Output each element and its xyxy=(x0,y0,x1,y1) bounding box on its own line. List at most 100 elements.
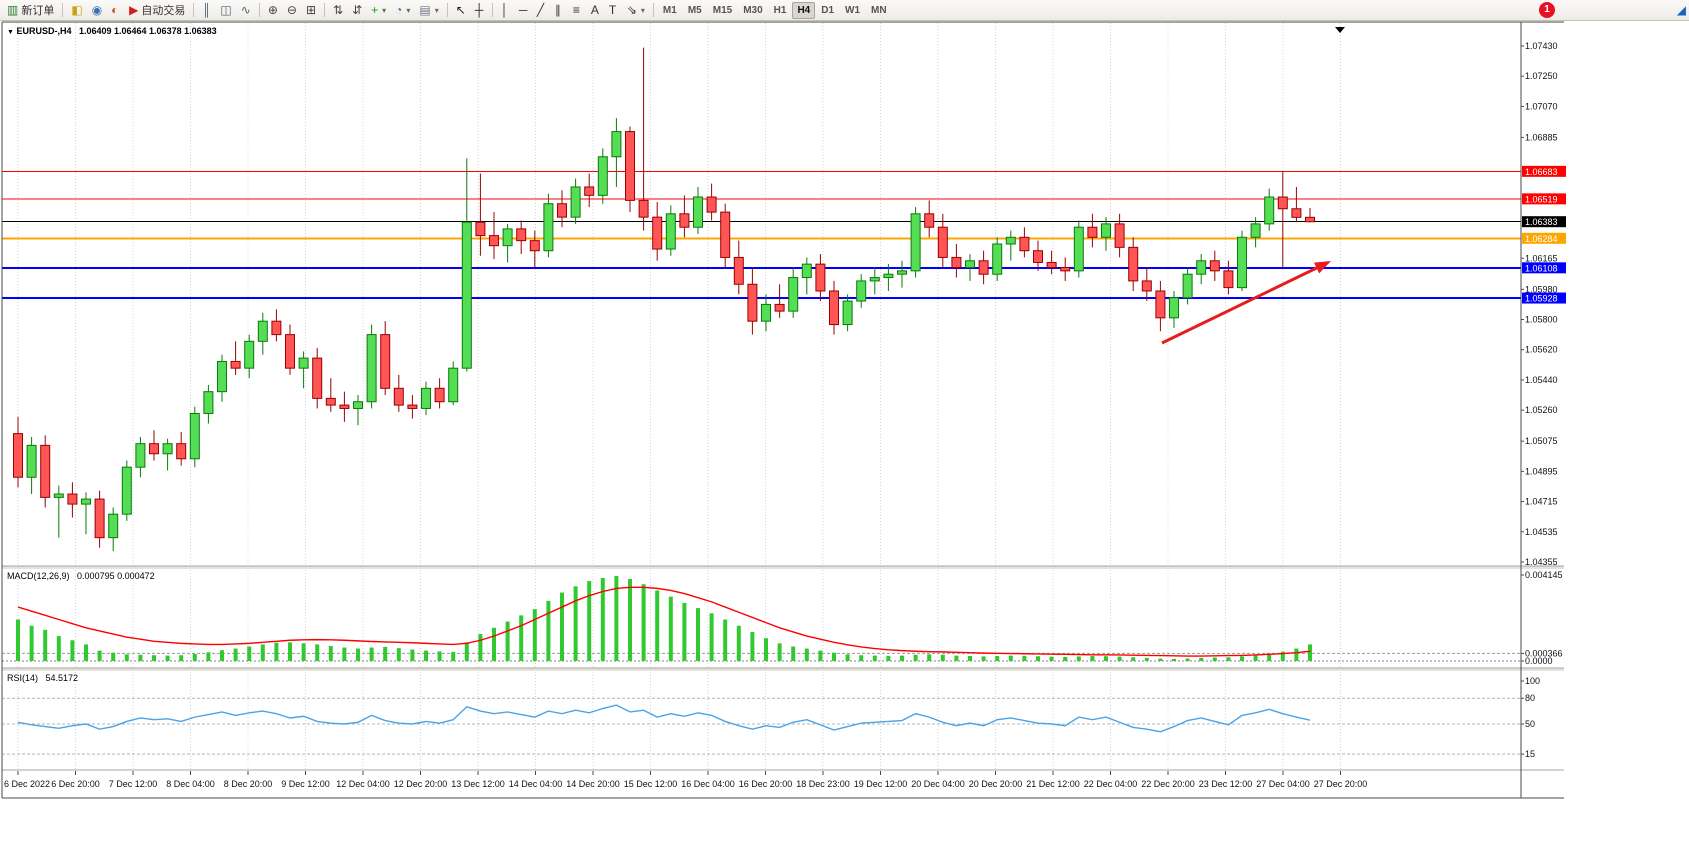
toolbar-separator-2 xyxy=(193,3,195,17)
timeframe-m1-button[interactable]: M1 xyxy=(662,4,677,16)
timeframe-mn-button[interactable]: MN xyxy=(871,4,887,16)
svg-text:1.06683: 1.06683 xyxy=(1525,167,1558,177)
text-label-button[interactable]: T xyxy=(605,2,622,19)
svg-text:20 Dec 04:00: 20 Dec 04:00 xyxy=(911,779,965,789)
svg-text:1.05075: 1.05075 xyxy=(1525,436,1558,446)
market-icon-icon: ◉ xyxy=(91,2,103,17)
rsi-name: RSI(14) xyxy=(7,673,39,683)
svg-text:15: 15 xyxy=(1525,749,1535,759)
zoom-in-button[interactable]: ⊕ xyxy=(264,2,282,19)
new-order-icon: ▥ xyxy=(7,2,19,17)
templates-button[interactable]: ▤ ▾ xyxy=(415,2,442,19)
price-axis[interactable]: 1.07430 1.07250 1.07070 1.06885 1.06165 1.059… xyxy=(1521,41,1558,567)
svg-text:27 Dec 20:00: 27 Dec 20:00 xyxy=(1314,779,1368,789)
indicators-wizard-icon-icon: ◧ xyxy=(71,2,83,17)
objects-list-button[interactable]: ⇵ xyxy=(348,2,366,19)
toolbar-separator-6 xyxy=(491,3,493,17)
notification-badge[interactable]: 1 xyxy=(1539,2,1555,18)
svg-text:14 Dec 20:00: 14 Dec 20:00 xyxy=(566,779,620,789)
trend-arrow[interactable] xyxy=(1161,261,1331,345)
rsi-axis[interactable]: 100 80 50 15 xyxy=(1521,676,1540,759)
timeframe-h1-button[interactable]: H1 xyxy=(773,4,787,16)
svg-text:8 Dec 04:00: 8 Dec 04:00 xyxy=(166,779,215,789)
timeframe-d1-button[interactable]: D1 xyxy=(821,4,835,16)
add-indicator-button-caret: ▾ xyxy=(382,5,387,15)
symbol-period-label: EURUSD-,H4 xyxy=(16,26,72,36)
panel-frame xyxy=(1,21,1564,799)
zoom-out-button[interactable]: ⊖ xyxy=(283,2,301,19)
channel-icon: ∥ xyxy=(554,2,561,17)
periods-icon: ◔ xyxy=(395,2,403,17)
svg-text:19 Dec 12:00: 19 Dec 12:00 xyxy=(854,779,908,789)
text-icon: A xyxy=(590,2,599,17)
autotrading-button[interactable]: ▶ 自动交易 xyxy=(125,2,189,19)
candlestick-chart-icon: ◫ xyxy=(220,2,232,17)
rsi-value: 54.5172 xyxy=(45,673,79,683)
candlestick-chart-button[interactable]: ◫ xyxy=(216,2,235,19)
objects-list-icon: ⇵ xyxy=(352,2,363,17)
symbol-marker-icon[interactable]: ▼ xyxy=(7,29,14,36)
trendline-icon: ╱ xyxy=(536,2,545,17)
toolbar: ▥ 新订单 ◧ ◉ ◐ ▶ 自动交易 ║ ◫ ∿ ⊕ ⊖ ⊞ ⇅ ⇵ + ▾ ◔ ▾ ▤ ▾ ↖ ┼ │ ─ ╱ ∥ ≡ A T ⇘ ▾ M1 M… xyxy=(0,0,1689,21)
tile-windows-button[interactable]: ⊞ xyxy=(302,2,320,19)
text-button[interactable]: A xyxy=(587,2,604,19)
new-order-button[interactable]: ▥ 新订单 xyxy=(3,2,58,19)
cursor-button[interactable]: ↖ xyxy=(452,2,470,19)
trendline-button[interactable]: ╱ xyxy=(533,2,550,19)
macd-name: MACD(12,26,9) xyxy=(7,571,70,581)
toolbar-separator-5 xyxy=(446,3,448,17)
svg-text:1.05800: 1.05800 xyxy=(1525,315,1558,325)
svg-text:7 Dec 12:00: 7 Dec 12:00 xyxy=(109,779,158,789)
svg-text:9 Dec 12:00: 9 Dec 12:00 xyxy=(281,779,330,789)
vertical-line-button[interactable]: │ xyxy=(497,2,514,19)
add-indicator-button[interactable]: + ▾ xyxy=(367,2,390,19)
svg-text:13 Dec 12:00: 13 Dec 12:00 xyxy=(451,779,505,789)
timeframe-m15-button[interactable]: M15 xyxy=(712,4,733,16)
svg-text:1.06383: 1.06383 xyxy=(1525,217,1558,227)
timeframe-m30-button[interactable]: M30 xyxy=(743,4,763,16)
vertical-line-icon: │ xyxy=(500,2,509,17)
svg-text:0.004145: 0.004145 xyxy=(1525,570,1563,580)
svg-text:1.04715: 1.04715 xyxy=(1525,497,1558,507)
community-icon[interactable]: ◢ xyxy=(1676,3,1686,17)
time-axis[interactable]: 6 Dec 2022 6 Dec 20:00 7 Dec 12:00 8 Dec 04… xyxy=(4,771,1367,789)
templates-icon: ▤ xyxy=(419,2,431,17)
timeframe-w1-button[interactable]: W1 xyxy=(845,4,861,16)
horizontal-line-button[interactable]: ─ xyxy=(515,2,532,19)
line-chart-button[interactable]: ∿ xyxy=(237,2,255,19)
indicator-list-button[interactable]: ⇅ xyxy=(329,2,347,19)
crosshair-button[interactable]: ┼ xyxy=(471,2,488,19)
tile-windows-icon: ⊞ xyxy=(305,2,316,17)
timeframe-m5-button[interactable]: M5 xyxy=(687,4,702,16)
arrows-button[interactable]: ⇘ ▾ xyxy=(623,2,649,19)
crosshair-icon: ┼ xyxy=(474,2,484,17)
new-order-button-label: 新订单 xyxy=(21,5,55,17)
svg-text:6 Dec 2022: 6 Dec 2022 xyxy=(4,779,50,789)
svg-text:22 Dec 04:00: 22 Dec 04:00 xyxy=(1084,779,1138,789)
periods-button[interactable]: ◔ ▾ xyxy=(391,2,414,19)
macd-label: MACD(12,26,9) 0.000795 0.000472 xyxy=(7,571,155,581)
toolbar-separator-1 xyxy=(62,3,64,17)
svg-text:1.05928: 1.05928 xyxy=(1525,294,1558,304)
svg-text:80: 80 xyxy=(1525,693,1535,703)
arrows-icon: ⇘ xyxy=(626,2,637,17)
timeframe-h4-button[interactable]: H4 xyxy=(792,1,816,19)
fibonacci-button[interactable]: ≡ xyxy=(569,2,586,19)
market-icon-button[interactable]: ◉ xyxy=(88,2,106,19)
chart-shift-marker[interactable] xyxy=(1335,27,1345,33)
indicator-list-icon: ⇅ xyxy=(333,2,344,17)
channel-button[interactable]: ∥ xyxy=(551,2,568,19)
indicators-wizard-icon-button[interactable]: ◧ xyxy=(67,2,86,19)
alerts-icon-button[interactable]: ◐ xyxy=(107,2,124,19)
svg-text:1.06108: 1.06108 xyxy=(1525,263,1558,273)
toolbar-separator-4 xyxy=(324,3,325,17)
ohlc-values: 1.06409 1.06464 1.06378 1.06383 xyxy=(78,26,217,36)
svg-text:50: 50 xyxy=(1525,719,1535,729)
bar-chart-button[interactable]: ║ xyxy=(198,2,215,19)
price-level-boxes: 1.06683 1.06519 1.06383 1.06284 1.06108 1.059… xyxy=(1522,165,1566,304)
macd-signal-line xyxy=(17,586,1311,657)
autotrading-button-label: 自动交易 xyxy=(141,5,186,17)
svg-text:16 Dec 04:00: 16 Dec 04:00 xyxy=(681,779,735,789)
